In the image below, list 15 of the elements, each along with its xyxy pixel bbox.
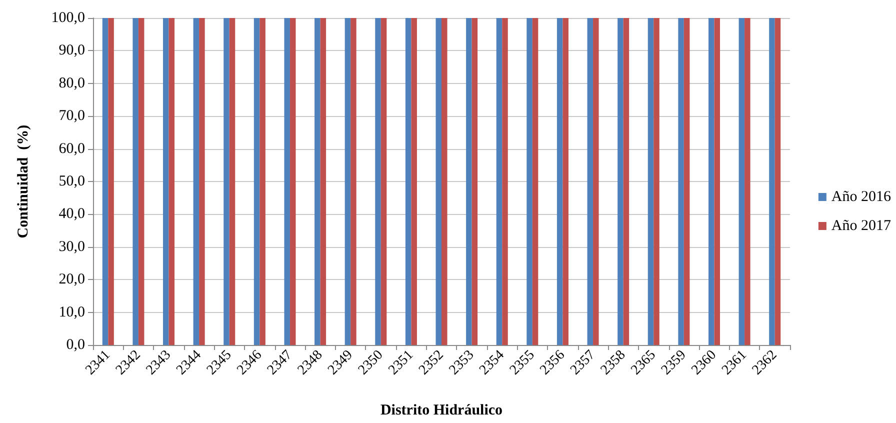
y-tick-label: 70,0 [58, 108, 85, 124]
legend-label: Año 2016 [831, 189, 892, 205]
y-tick-label: 30,0 [58, 238, 85, 255]
y-tick-label: 90,0 [58, 42, 85, 59]
y-tick-label: 50,0 [58, 174, 85, 190]
y-tick-label: 100,0 [51, 10, 85, 26]
y-axis-title: Continuidad (%) [16, 124, 32, 238]
y-tick-label: 10,0 [58, 304, 85, 320]
y-tick-label: 80,0 [58, 75, 85, 92]
y-tick-label: 60,0 [58, 140, 85, 157]
y-tick-label: 40,0 [58, 206, 85, 222]
y-tick-label: 0,0 [66, 337, 85, 353]
y-tick-label: 20,0 [58, 272, 85, 288]
legend-label: Año 2017 [831, 218, 892, 234]
x-axis-title: Distrito Hidráulico [380, 402, 503, 418]
